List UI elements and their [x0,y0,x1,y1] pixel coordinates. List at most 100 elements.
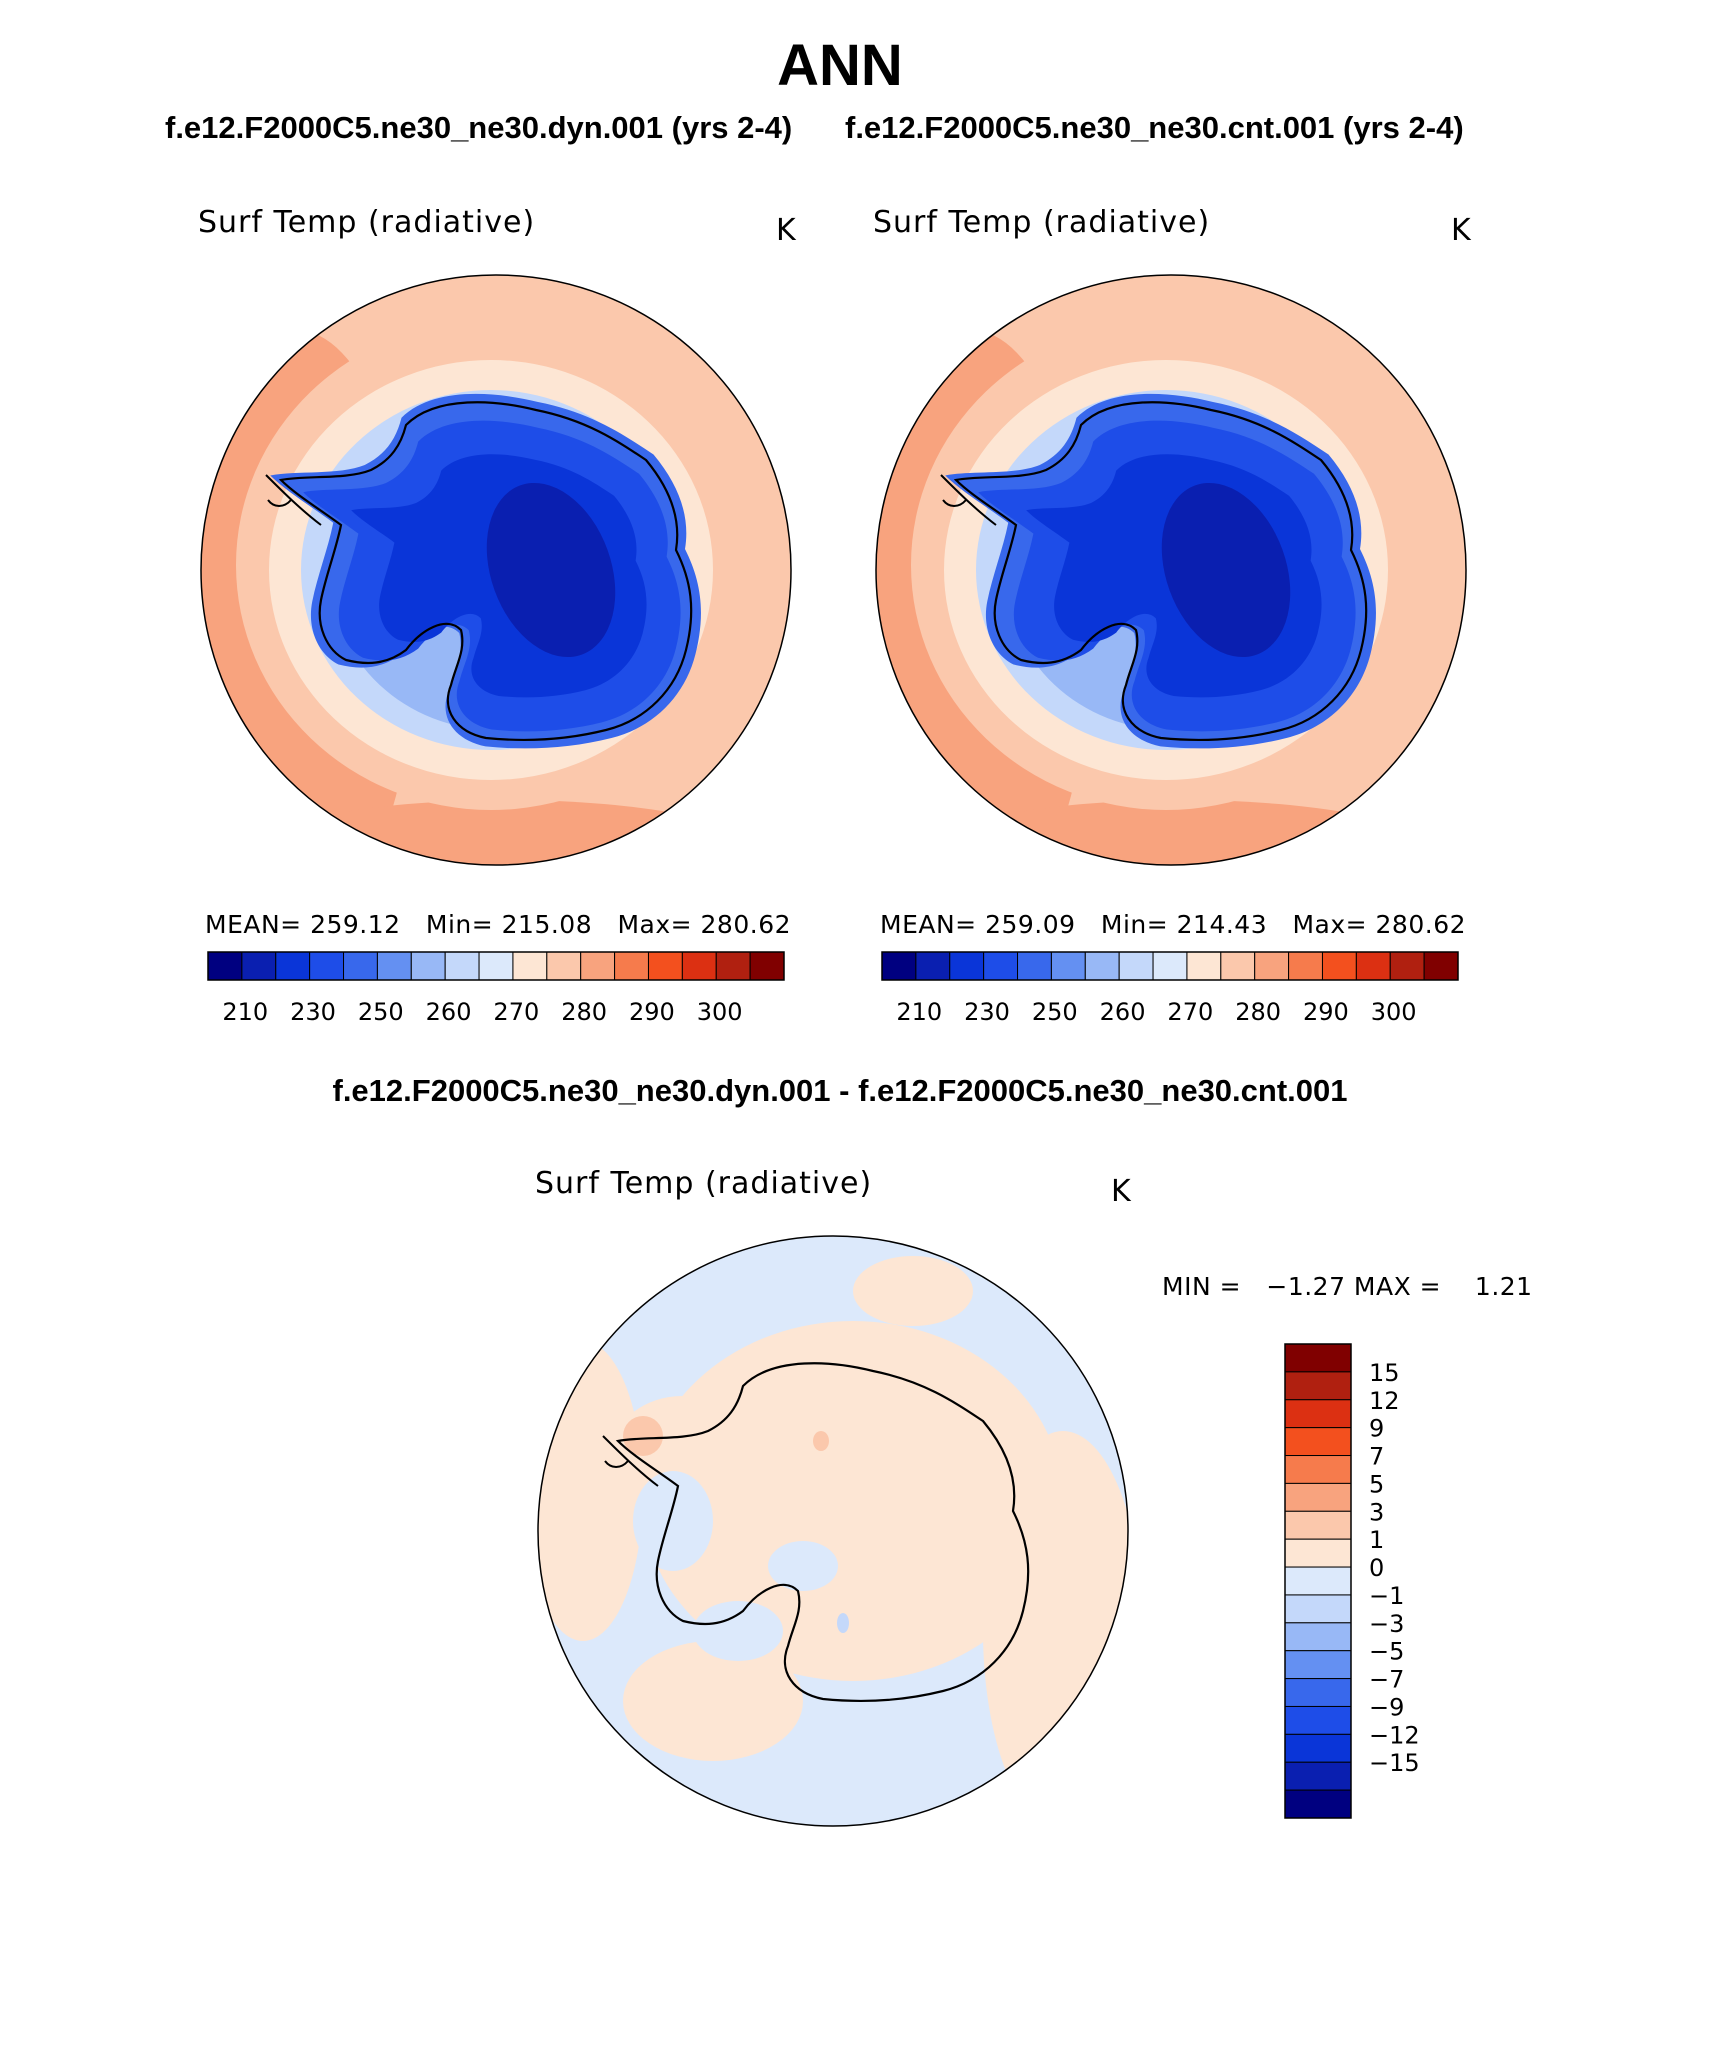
colorbar-swatch [512,951,548,981]
colorbar-swatch [478,951,514,981]
colorbar-swatch [343,951,378,981]
diff-units-label: K [1111,1174,1131,1209]
colorbar-swatch [309,951,345,981]
colorbar-tick-label: 260 [1100,998,1146,1026]
colorbar-swatch [580,951,616,981]
colorbar-tick-label: 290 [1303,998,1349,1026]
colorbar-tick-label: −15 [1369,1749,1420,1777]
colorbar-swatch [1321,951,1357,981]
season-title: ANN [777,33,903,98]
colorbar-swatch [1288,951,1323,981]
colorbar-tick-label: −1 [1369,1582,1404,1610]
difference-title: f.e12.F2000C5.ne30_ne30.dyn.001 - f.e12.… [332,1073,1348,1108]
colorbar-swatch [949,951,985,981]
colorbar-tick-label: 290 [629,998,675,1026]
colorbar-swatch [1284,1678,1352,1707]
colorbar-swatch [983,951,1019,981]
colorbar-swatch [1084,951,1120,981]
colorbar-tick-label: 3 [1369,1498,1384,1526]
panel1-polar-map [200,274,792,866]
colorbar-tick-label: 210 [896,998,942,1026]
colorbar-swatch [1152,951,1188,981]
colorbar-swatch [1284,1733,1352,1763]
colorbar-tick-label: 300 [697,998,743,1026]
colorbar-swatch [1284,1343,1352,1373]
colorbar-swatch [1284,1427,1352,1457]
colorbar-tick-label: 280 [1235,998,1281,1026]
colorbar-swatch [614,951,649,981]
colorbar-tick-label: 1 [1369,1526,1384,1554]
panel2-variable-label: Surf Temp (radiative) [873,205,1211,240]
colorbar-swatch [749,951,785,981]
case-a-title: f.e12.F2000C5.ne30_ne30.dyn.001 (yrs 2-4… [165,110,793,145]
colorbar-tick-label: 230 [964,998,1010,1026]
colorbar-swatch [1284,1510,1352,1540]
colorbar-tick-label: 15 [1369,1359,1400,1387]
colorbar-tick-label: −9 [1369,1693,1404,1721]
colorbar-swatch [1017,951,1052,981]
panel2-units-label: K [1451,213,1471,248]
panel1-variable-label: Surf Temp (radiative) [198,205,536,240]
colorbar-tick-label: 5 [1369,1470,1384,1498]
colorbar-swatch [1284,1761,1352,1791]
colorbar-swatch [207,951,243,981]
colorbar-swatch [1284,1789,1352,1819]
colorbar-swatch [1284,1705,1352,1735]
colorbar-swatch [1284,1622,1352,1652]
colorbar-swatch [1284,1482,1352,1512]
colorbar-tick-label: 270 [1167,998,1213,1026]
colorbar-tick-label: 250 [1032,998,1078,1026]
colorbar-tick-label: 300 [1371,998,1417,1026]
panel1-units-label: K [776,213,796,248]
colorbar-swatch [1118,951,1154,981]
colorbar-swatch [1284,1371,1352,1401]
panel2-colorbar: 210 230 250 260 270 280 290 300 [881,951,1459,1026]
difference-polar-map [537,1235,1129,1827]
colorbar-swatch [1423,951,1459,981]
panel1-stats: MEAN= 259.12 Min= 215.08 Max= 280.62 [205,910,792,939]
panel2-polar-map [875,274,1467,866]
colorbar-tick-label: −12 [1369,1721,1420,1749]
colorbar-swatch [1220,951,1256,981]
diff-stats: MIN = −1.27 MAX = 1.21 [1162,1272,1533,1301]
colorbar-tick-label: 280 [561,998,607,1026]
colorbar-swatch [715,951,751,981]
colorbar-tick-label: −7 [1369,1666,1404,1694]
colorbar-swatch [1284,1594,1352,1624]
colorbar-swatch [881,951,917,981]
colorbar-swatch [1355,951,1391,981]
colorbar-tick-label: 9 [1369,1415,1384,1443]
panel1-colorbar: 210 230 250 260 270 280 290 300 [207,951,785,1026]
colorbar-tick-label: 0 [1369,1554,1384,1582]
colorbar-swatch [1284,1455,1352,1484]
colorbar-swatch [1284,1650,1352,1680]
colorbar-swatch [1254,951,1290,981]
colorbar-swatch [275,951,311,981]
colorbar-tick-label: 250 [358,998,404,1026]
case-b-title: f.e12.F2000C5.ne30_ne30.cnt.001 (yrs 2-4… [845,110,1464,145]
colorbar-swatch [1050,951,1086,981]
colorbar-swatch [1284,1566,1352,1596]
colorbar-tick-label: 270 [493,998,539,1026]
colorbar-swatch [1186,951,1222,981]
colorbar-swatch [1389,951,1425,981]
colorbar-swatch [1284,1538,1352,1568]
colorbar-tick-label: 7 [1369,1443,1384,1471]
colorbar-tick-label: 12 [1369,1387,1400,1415]
colorbar-swatch [444,951,480,981]
colorbar-tick-label: 210 [222,998,268,1026]
colorbar-swatch [410,951,446,981]
colorbar-swatch [647,951,683,981]
diff-variable-label: Surf Temp (radiative) [535,1166,873,1201]
colorbar-tick-label: −5 [1369,1638,1404,1666]
colorbar-swatch [1284,1399,1352,1429]
colorbar-swatch [915,951,951,981]
colorbar-tick-label: 230 [290,998,336,1026]
colorbar-tick-label: 260 [426,998,472,1026]
colorbar-swatch [241,951,277,981]
colorbar-swatch [546,951,582,981]
panel2-stats: MEAN= 259.09 Min= 214.43 Max= 280.62 [880,910,1467,939]
colorbar-tick-label: −3 [1369,1610,1404,1638]
